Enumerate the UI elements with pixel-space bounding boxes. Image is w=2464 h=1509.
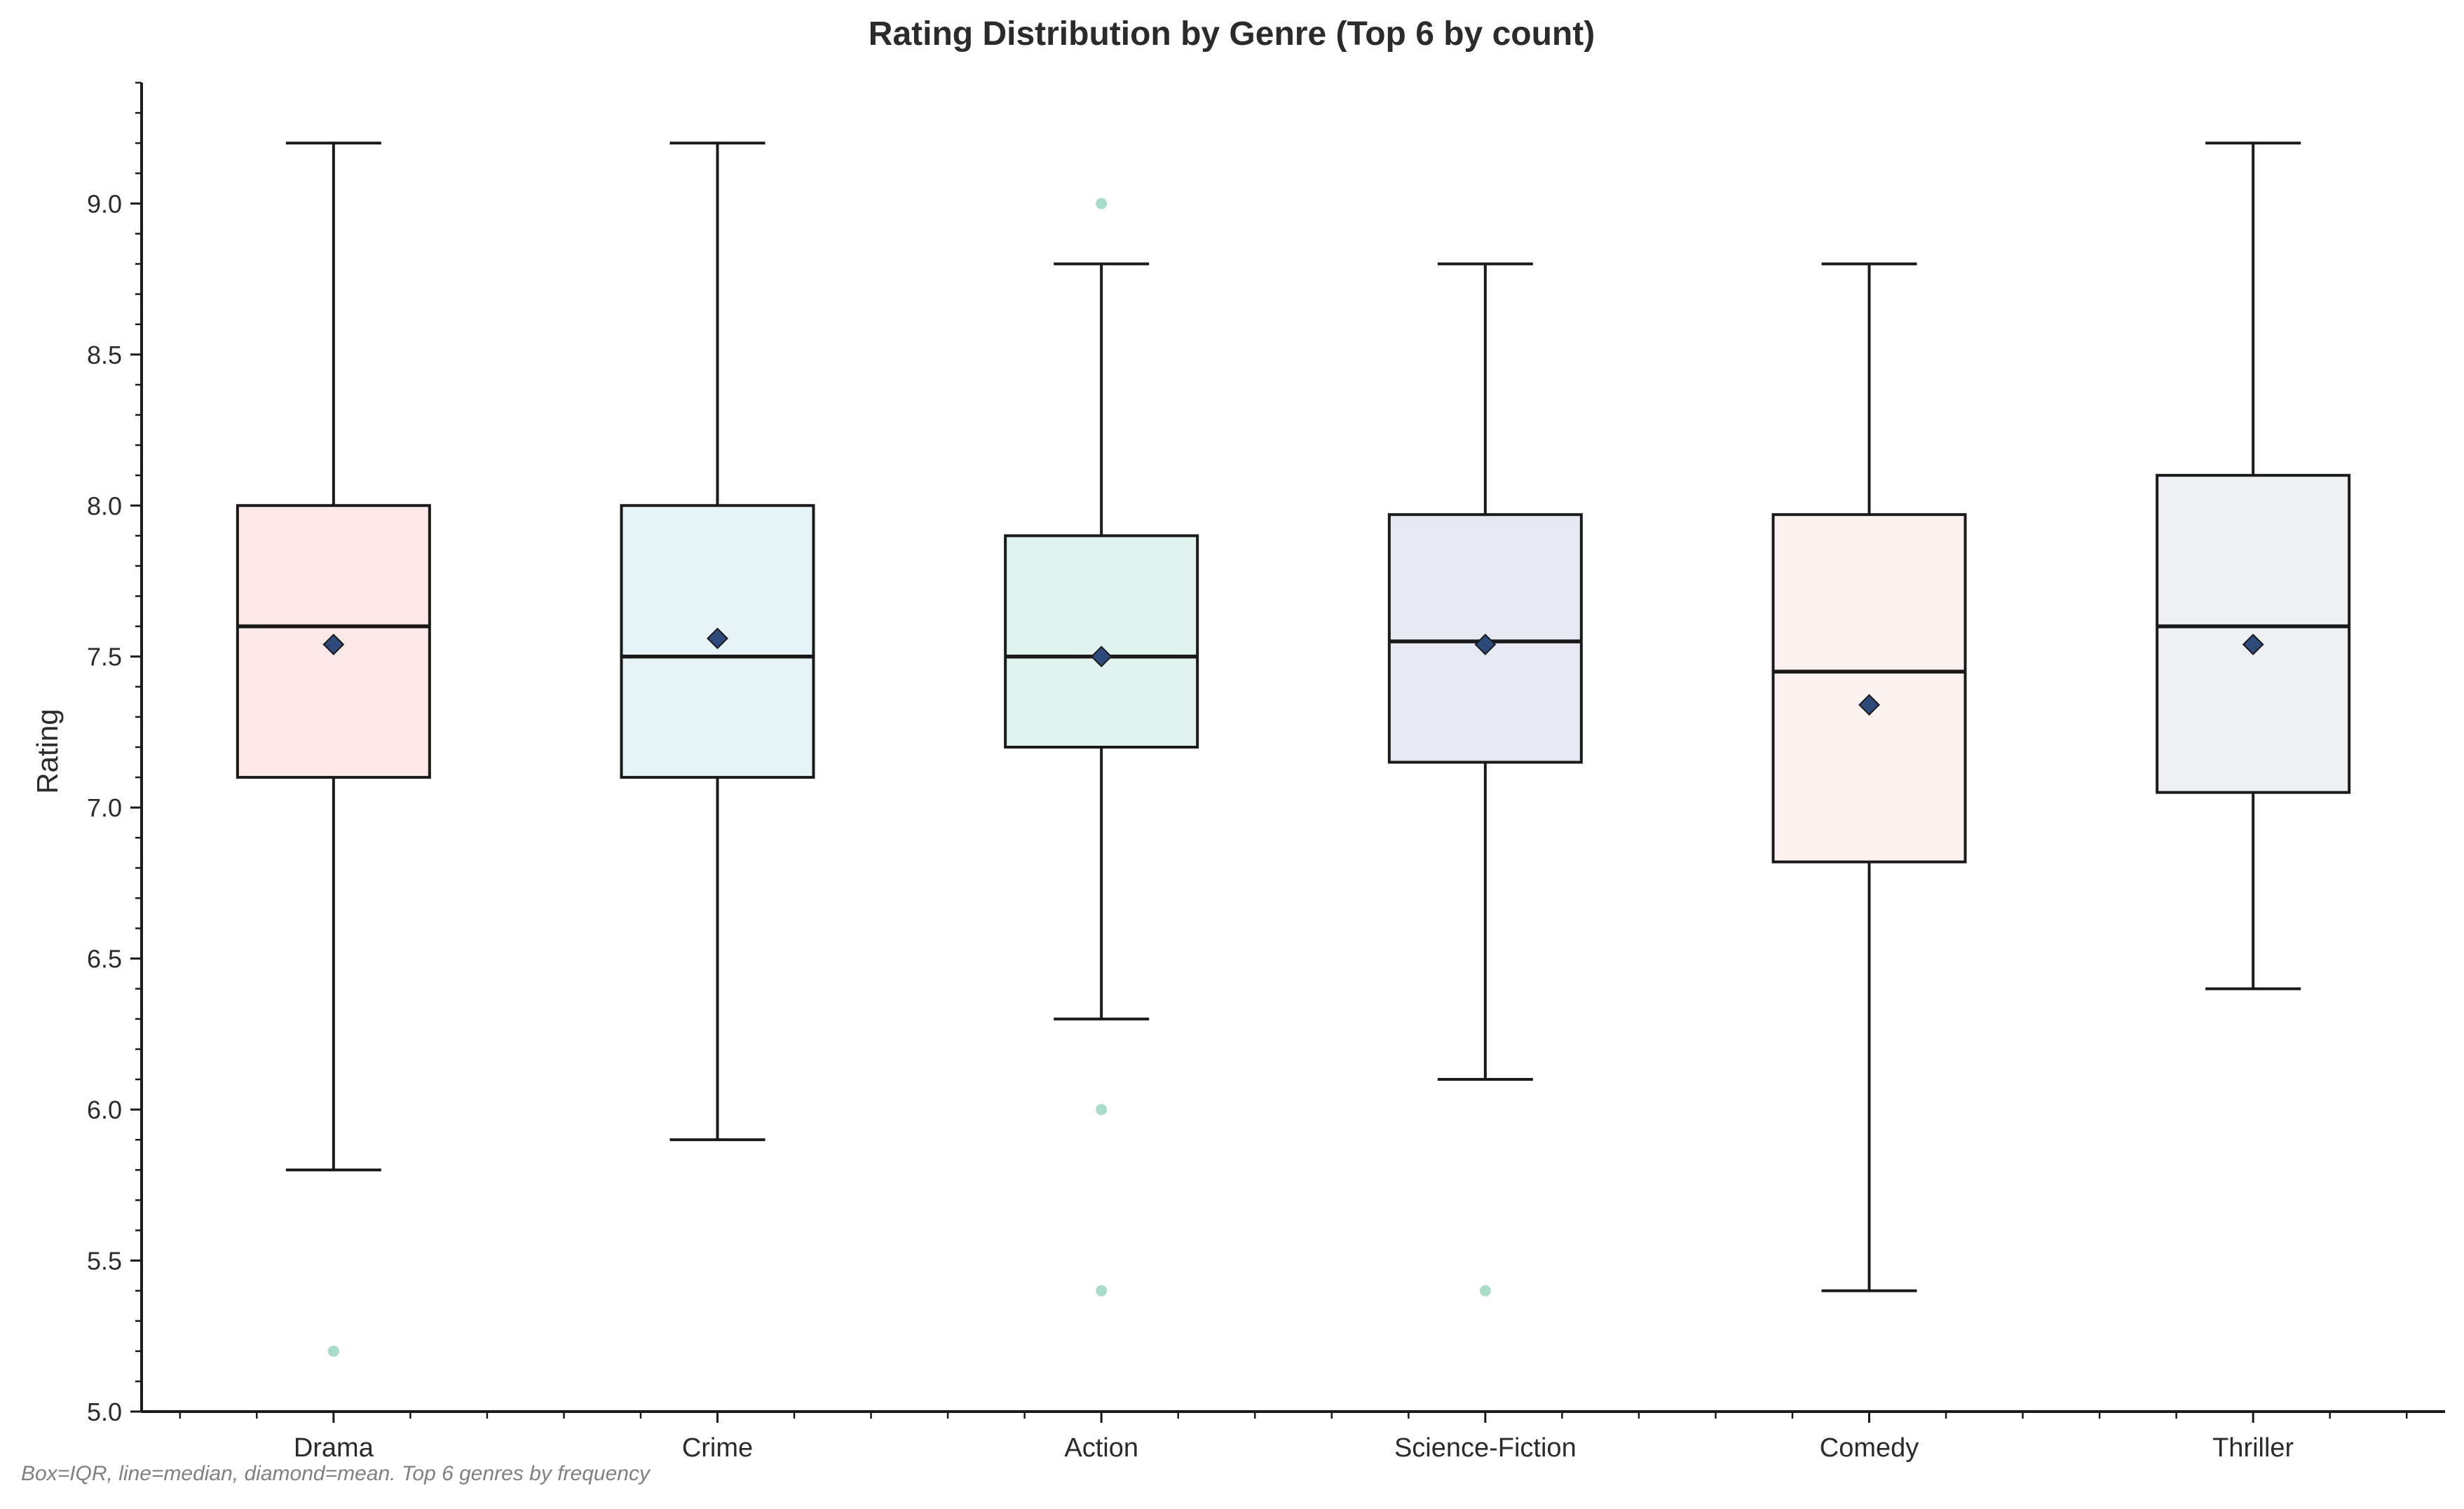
y-tick-label: 6.0 [87,1095,122,1124]
y-tick-label: 5.5 [87,1247,122,1276]
y-tick-label: 5.0 [87,1398,122,1426]
y-tick-label: 6.5 [87,945,122,974]
mean-marker-science-fiction [1474,634,1497,655]
mean-marker-action [1090,646,1112,668]
x-tick-label-crime: Crime [682,1433,753,1463]
x-tick-label-comedy: Comedy [1820,1433,1919,1463]
mean-marker-comedy [1858,694,1880,716]
x-tick-label-science-fiction: Science-Fiction [1394,1433,1577,1463]
mean-marker-thriller [2242,634,2264,655]
y-tick-label: 8.0 [87,491,122,520]
footnote: Box=IQR, line=median, diamond=mean. Top … [21,1462,651,1485]
x-tick-label-thriller: Thriller [2212,1433,2294,1463]
outlier-point-drama [327,1345,339,1357]
x-tick-label-drama: Drama [294,1433,374,1463]
plot-area: 5.0 5.5 6.0 6.5 7.0 7.5 8.0 8.5 9.0 Drama Crime Act… [87,81,2445,1463]
iqr-box-comedy [1771,513,1967,863]
chart-title: Rating Distribution by Genre (Top 6 by c… [869,15,1595,53]
outlier-point-science-fiction [1479,1285,1491,1297]
mean-marker-crime [707,627,728,650]
y-tick-label: 9.0 [87,189,122,218]
y-tick-label: 7.5 [87,643,122,671]
y-tick-label: 7.0 [87,793,122,822]
x-tick-label-action: Action [1064,1433,1138,1463]
y-tick-label: 8.5 [87,341,122,369]
outlier-point-action [1096,198,1108,210]
outlier-point-action [1096,1285,1108,1297]
y-axis-label: Rating [31,709,64,793]
outlier-point-action [1096,1104,1108,1116]
mean-marker-drama [322,634,345,655]
iqr-box-action [1004,534,1199,749]
